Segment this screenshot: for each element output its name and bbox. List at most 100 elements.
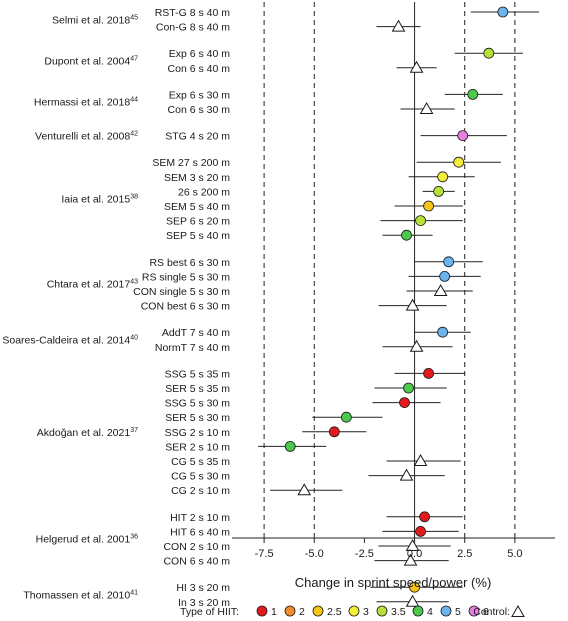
legend-swatch [468,605,480,617]
row-label: HI 3 s 20 m [176,582,230,594]
study-name: Chtara et al. 201743 [47,279,138,291]
x-axis: -7.5 -5.0 -2.5 0.0 2.5 5.0 [232,537,555,560]
row-label: SEP 6 s 20 m [166,216,230,228]
row-label: SER 2 s 10 m [165,441,230,453]
hiit-marker [439,270,451,282]
hiit-marker [443,256,455,268]
row-label: RS single 5 s 30 m [142,271,230,283]
row-label: SER 5 s 35 m [165,383,230,395]
study-name-text: Selmi et al. 2018 [52,14,130,26]
x-tick-label: -7.5 [255,548,274,560]
hiit-marker [403,382,414,394]
study-name-text: Venturelli et al. 2008 [35,131,130,143]
legend-control-label: Control: [473,606,510,618]
control-marker [399,468,414,481]
legend-label: 1 [271,606,277,618]
row-label: RS best 6 s 30 m [149,257,230,269]
study-name: Selmi et al. 201845 [52,14,138,26]
row-label: Con-G 8 s 40 m [156,22,230,34]
row-label: SEM 3 s 20 m [164,172,230,184]
study-name: Akdoğan et al. 202137 [37,427,138,439]
x-tick-label: -2.5 [355,548,374,560]
x-tick-label: 5.0 [507,548,522,560]
study-reference-number: 44 [130,97,138,104]
hiit-marker [467,89,479,100]
x-tick-label: 0.0 [407,548,422,560]
x-tick-label: 2.5 [457,548,472,560]
study-name-text: Dupont et al. 2004 [44,56,130,68]
row-label: CG 5 s 35 m [171,456,230,468]
study-name-text: Hermassi et al. 2018 [34,97,130,109]
row-label: SER 5 s 30 m [165,412,230,424]
control-marker [403,553,418,566]
control-marker [405,594,420,607]
study-reference-number: 36 [130,534,138,541]
study-reference-number: 45 [130,14,138,21]
legend-swatch [376,605,388,617]
hiit-marker [340,411,352,423]
legend-label: 4 [427,606,433,618]
hiit-marker [399,397,410,409]
study-name-text: Soares-Caldeira et al. 2014 [2,335,130,347]
control-marker [405,538,420,551]
row-label: RST-G 8 s 40 m [155,7,231,19]
row-label: SSG 5 s 35 m [165,368,231,380]
hiit-marker [419,511,430,523]
hiit-marker [457,130,469,142]
study-reference-number: 40 [130,335,138,342]
study-reference-number: 47 [130,56,138,63]
row-label: Exp 6 s 30 m [169,89,231,101]
control-marker [419,101,434,114]
legend-swatch [284,605,296,617]
control-marker [413,453,428,466]
study-name-text: Akdoğan et al. 2021 [37,427,131,439]
control-marker [433,283,448,296]
gridlines [263,2,516,538]
study-name-text: Iaia et al. 2015 [61,194,130,206]
hiit-marker [453,156,465,168]
legend-swatch [348,605,360,617]
row-label: 26 s 200 m [178,186,230,198]
legend-label: 2 [299,606,305,618]
row-label: AddT 7 s 40 m [162,327,230,339]
control-marker [391,19,406,32]
hiit-marker [433,185,445,197]
legend-label: 3 [363,606,369,618]
study-name: Soares-Caldeira et al. 201440 [2,335,138,347]
row-label: CG 5 s 30 m [171,471,230,483]
row-label: HIT 6 s 40 m [170,526,230,538]
row-label: Exp 6 s 40 m [169,48,231,60]
study-reference-number: 37 [130,427,138,434]
hiit-marker [497,6,509,18]
legend-label: 2.5 [327,606,342,618]
legend-label: 5 [455,606,461,618]
legend-swatch [256,605,268,617]
row-label: HIT 2 s 10 m [170,512,230,524]
study-name-text: Thomassen et al. 2010 [23,590,130,602]
hiit-marker [483,47,495,59]
row-label: SSG 2 s 10 m [165,427,231,439]
row-label: CON 6 s 40 m [163,556,230,568]
row-label: CG 2 s 10 m [171,485,230,497]
legend-label: 6 [483,606,489,618]
hiit-marker [415,215,426,227]
row-label: STG 4 s 20 m [165,131,230,143]
control-marker [297,483,312,496]
row-label: CON best 6 s 30 m [141,301,231,313]
study-name: Helgerud et al. 200136 [36,534,138,546]
hiit-marker [437,326,449,338]
control-marker [405,298,420,311]
row-label: In 3 s 20 m [178,597,230,609]
study-name-text: Helgerud et al. 2001 [36,534,131,546]
study-name-text: Chtara et al. 2017 [47,279,131,291]
study-rows: RST-G 8 s 40 m Con-G 8 s 40 m Exp 6 s 40 m… [2,6,539,609]
row-label: SSG 5 s 30 m [165,398,231,410]
study-name: Venturelli et al. 200842 [35,131,138,143]
control-marker [409,339,424,352]
hiit-marker [437,171,449,183]
legend-control-marker [511,604,525,617]
hiit-marker [415,526,426,537]
row-label: NormT 7 s 40 m [155,342,230,354]
study-reference-number: 38 [130,194,138,201]
